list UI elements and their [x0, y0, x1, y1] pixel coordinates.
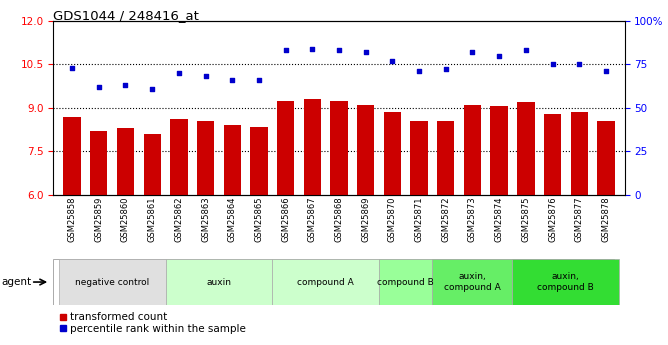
Text: GSM25874: GSM25874 — [494, 196, 504, 241]
Bar — [464, 105, 481, 195]
Text: GSM25876: GSM25876 — [548, 196, 557, 242]
Point — [174, 70, 184, 76]
Bar — [277, 100, 295, 195]
Point — [94, 84, 104, 90]
Point — [120, 82, 131, 88]
Text: GSM25868: GSM25868 — [335, 196, 343, 242]
Text: agent: agent — [1, 277, 31, 287]
Bar — [250, 127, 268, 195]
Point — [334, 48, 345, 53]
Bar — [117, 128, 134, 195]
Point — [387, 58, 397, 63]
Text: compound A: compound A — [297, 277, 354, 287]
Text: GSM25865: GSM25865 — [255, 196, 263, 241]
Legend: transformed count, percentile rank within the sample: transformed count, percentile rank withi… — [59, 312, 246, 334]
Text: auxin,
compound B: auxin, compound B — [538, 272, 595, 292]
Text: compound B: compound B — [377, 277, 434, 287]
Bar — [570, 112, 588, 195]
Bar — [544, 114, 561, 195]
Text: GSM25870: GSM25870 — [388, 196, 397, 241]
Text: GSM25861: GSM25861 — [148, 196, 157, 241]
Text: auxin: auxin — [206, 277, 231, 287]
Point — [227, 77, 238, 83]
Text: GSM25878: GSM25878 — [601, 196, 611, 242]
Text: auxin,
compound A: auxin, compound A — [444, 272, 501, 292]
Bar — [383, 112, 401, 195]
Point — [440, 67, 451, 72]
Bar — [224, 125, 241, 195]
Point — [601, 68, 611, 74]
Text: GSM25866: GSM25866 — [281, 196, 290, 242]
Point — [547, 61, 558, 67]
Text: GSM25869: GSM25869 — [361, 196, 370, 241]
Text: negative control: negative control — [75, 277, 149, 287]
Text: GSM25867: GSM25867 — [308, 196, 317, 242]
Bar — [304, 99, 321, 195]
Text: GSM25877: GSM25877 — [574, 196, 584, 242]
Text: GSM25862: GSM25862 — [174, 196, 184, 241]
Bar — [331, 100, 347, 195]
Bar — [512, 259, 619, 305]
Bar — [437, 121, 454, 195]
Text: GSM25863: GSM25863 — [201, 196, 210, 242]
Point — [281, 48, 291, 53]
Text: GSM25871: GSM25871 — [415, 196, 424, 241]
Text: GSM25872: GSM25872 — [442, 196, 450, 241]
Point — [200, 74, 211, 79]
Bar — [379, 259, 432, 305]
Point — [413, 68, 424, 74]
Bar — [197, 121, 214, 195]
Text: GSM25873: GSM25873 — [468, 196, 477, 242]
Bar — [166, 259, 273, 305]
Point — [520, 48, 531, 53]
Point — [67, 65, 77, 70]
Bar — [59, 259, 166, 305]
Text: GSM25858: GSM25858 — [67, 196, 77, 241]
Bar — [144, 134, 161, 195]
Point — [307, 46, 318, 51]
Point — [254, 77, 265, 83]
Point — [574, 61, 584, 67]
Point — [360, 49, 371, 55]
Point — [494, 53, 504, 58]
Point — [147, 86, 158, 91]
Bar — [597, 121, 615, 195]
Bar — [63, 117, 81, 195]
Bar — [357, 105, 374, 195]
Text: GDS1044 / 248416_at: GDS1044 / 248416_at — [53, 9, 199, 22]
Bar — [517, 102, 534, 195]
Bar — [273, 259, 379, 305]
Text: GSM25864: GSM25864 — [228, 196, 236, 241]
Point — [467, 49, 478, 55]
Bar — [432, 259, 512, 305]
Text: GSM25875: GSM25875 — [521, 196, 530, 241]
Text: GSM25859: GSM25859 — [94, 196, 104, 241]
Bar — [170, 119, 188, 195]
Bar — [90, 131, 108, 195]
Text: GSM25860: GSM25860 — [121, 196, 130, 241]
Bar — [490, 106, 508, 195]
Bar — [410, 121, 428, 195]
